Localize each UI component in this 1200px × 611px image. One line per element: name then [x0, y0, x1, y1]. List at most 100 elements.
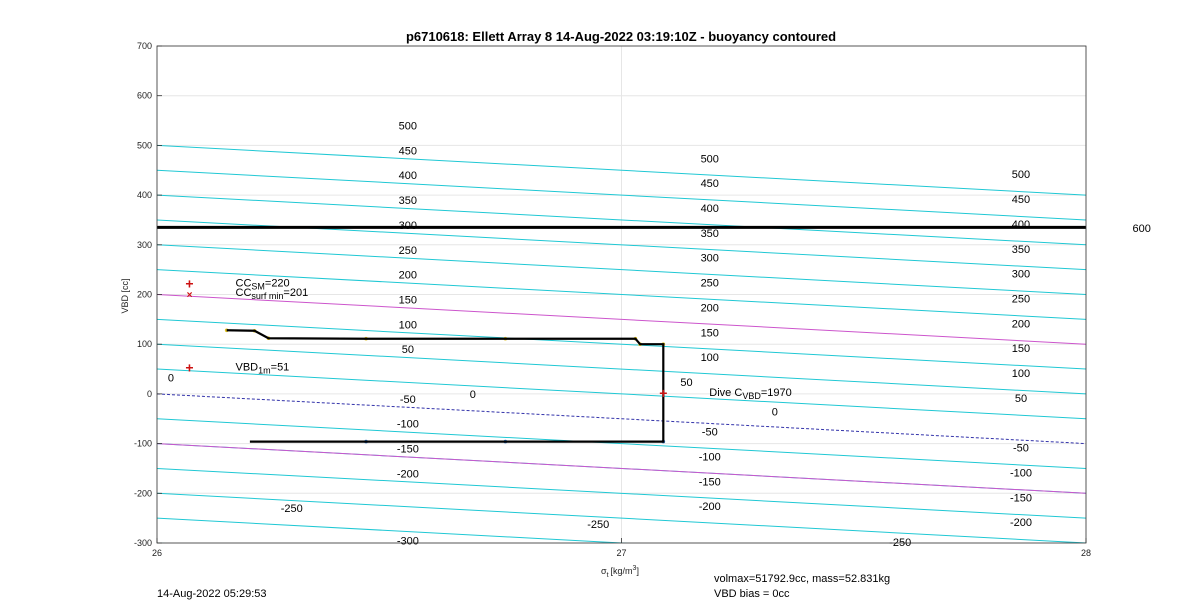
contour-label: 350: [701, 228, 719, 240]
contour-line-cyan: [157, 467, 1086, 519]
contour-line-cyan: [157, 418, 1086, 469]
marker-symbol: +: [659, 385, 667, 401]
contour-line-cyan: [157, 368, 1086, 420]
contour-label: 200: [701, 302, 719, 314]
contour-label: -250: [587, 519, 609, 531]
contour-label: -50: [1013, 443, 1029, 455]
contour-line-cyan: [157, 144, 1086, 196]
y-tick-label: 100: [137, 339, 152, 349]
contour-label: 450: [701, 178, 719, 190]
contour-label: -250: [281, 503, 303, 515]
marker-symbol: ×: [187, 290, 193, 301]
contour-label: 450: [399, 145, 417, 157]
series-line: [226, 329, 665, 443]
contour-line-cyan: [157, 194, 1086, 246]
marker-label: Dive CVBD=1970: [709, 387, 791, 401]
contour-labels: 500450400350300250200150100500-50-100-15…: [168, 121, 1151, 549]
contour-label: 300: [399, 220, 417, 232]
contour-label: 250: [399, 245, 417, 257]
contour-label: 150: [399, 294, 417, 306]
contour-label: 450: [1012, 194, 1030, 206]
contour-label: 150: [1012, 343, 1030, 355]
chart-title: p6710618: Ellett Array 8 14-Aug-2022 03:…: [406, 29, 836, 44]
contour-label: 0: [470, 389, 476, 401]
contour-line-cyan: [157, 318, 1086, 370]
y-tick-label: 0: [147, 389, 152, 399]
x-tick-label: 27: [616, 548, 626, 558]
contour-label: 200: [1012, 318, 1030, 330]
contour-label: -200: [699, 501, 721, 513]
contour-line-cyan: [157, 517, 631, 543]
y-tick-label: -100: [134, 439, 152, 449]
contour-label: 250: [701, 278, 719, 290]
contour-label: 50: [1015, 393, 1027, 405]
contour-label: 50: [402, 344, 414, 356]
contour-label: -300: [397, 536, 419, 548]
contour-label: 400: [399, 170, 417, 182]
contour-label: 0: [168, 372, 174, 384]
y-tick-label: -300: [134, 538, 152, 548]
contour-label: 350: [1012, 244, 1030, 256]
footer-volmax: volmax=51792.9cc, mass=52.831kg: [714, 573, 891, 585]
contour-line-cyan: [157, 492, 1086, 543]
contour-label: 150: [701, 327, 719, 339]
contour-line-magenta: [157, 443, 1086, 494]
x-axis-label: σt [kg/m3]: [601, 565, 639, 579]
contour-lines: [157, 144, 1086, 543]
contour-label: 250: [1012, 293, 1030, 305]
contour-label: 300: [701, 253, 719, 265]
contour-line-cyan: [157, 343, 1086, 395]
contour-label: -150: [397, 444, 419, 456]
marker-label: CCSM=220: [236, 278, 290, 292]
contour-label: -200: [1010, 517, 1032, 529]
contour-label: -100: [397, 419, 419, 431]
data-series: [224, 328, 666, 444]
contour-label: 350: [399, 195, 417, 207]
contour-label: 50: [680, 377, 692, 389]
contour-label: -50: [702, 427, 718, 439]
y-tick-label: 400: [137, 190, 152, 200]
contour-label: 500: [701, 153, 719, 165]
footer-vbd-bias: VBD bias = 0cc: [714, 588, 790, 600]
contour-label: 200: [399, 270, 417, 282]
contour-line-zero: [157, 393, 1086, 445]
markers: + CCSM=220 × CCsurf min=201 + VBD1m=51 + Dive C…: [185, 276, 791, 401]
contour-label: -150: [699, 476, 721, 488]
contour-label: 0: [772, 406, 778, 418]
y-axis-label: VBD [cc]: [120, 278, 130, 313]
y-tick-label: 500: [137, 140, 152, 150]
marker-symbol: +: [185, 276, 193, 292]
contour-label: 100: [399, 319, 417, 331]
y-tick-label: 700: [137, 41, 152, 51]
x-tick-label: 28: [1081, 548, 1091, 558]
contour-label: -50: [400, 394, 416, 406]
y-tick-label: 300: [137, 240, 152, 250]
y-tick-label: 600: [137, 91, 152, 101]
y-tick-label: -200: [134, 488, 152, 498]
contour-label: -100: [699, 452, 721, 464]
marker-label: VBD1m=51: [236, 362, 290, 376]
contour-label: 500: [399, 121, 417, 133]
marker-label: CCsurf min=201: [236, 287, 309, 301]
contour-line-magenta: [157, 294, 1086, 345]
contour-label: 400: [701, 203, 719, 215]
marker-symbol: +: [185, 360, 193, 376]
contour-label: 600: [1133, 223, 1151, 235]
contour-label: -100: [1010, 467, 1032, 479]
contour-label: -150: [1010, 492, 1032, 504]
contour-line-cyan: [157, 169, 1086, 221]
contour-label: 100: [1012, 368, 1030, 380]
contour-line-cyan: [157, 244, 1086, 295]
contour-label: 500: [1012, 169, 1030, 181]
x-tick-label: 26: [152, 548, 162, 558]
contour-label: 100: [701, 352, 719, 364]
contour-label: 300: [1012, 269, 1030, 281]
contour-line-cyan: [157, 269, 1086, 320]
contour-label: -200: [397, 468, 419, 480]
grid: [156, 45, 1087, 544]
y-tick-label: 200: [137, 290, 152, 300]
contour-label: 400: [1012, 219, 1030, 231]
footer-timestamp: 14-Aug-2022 05:29:53: [157, 588, 267, 600]
